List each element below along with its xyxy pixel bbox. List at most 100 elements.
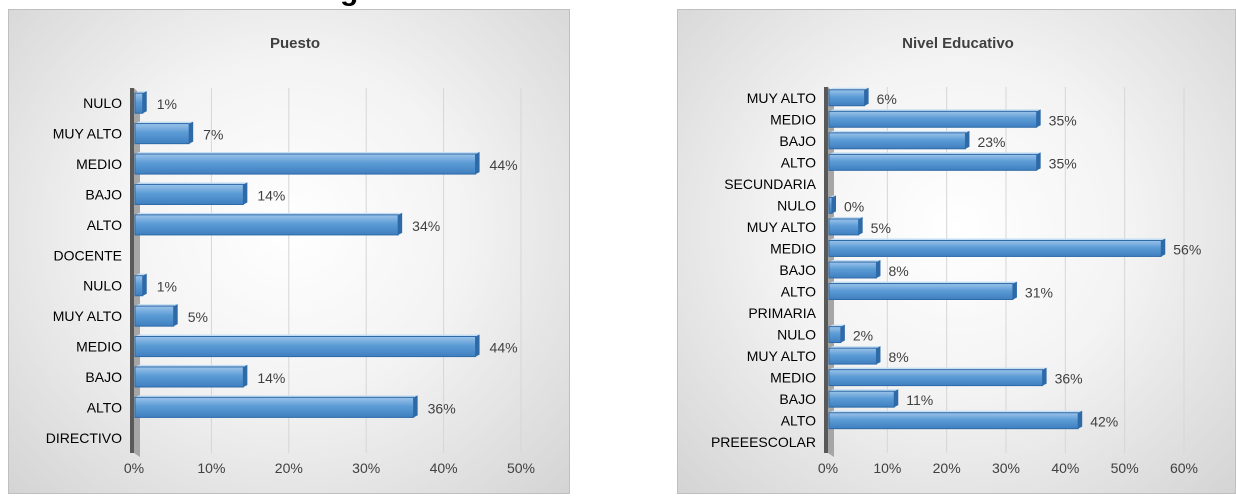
bar-medio — [828, 110, 1038, 128]
x-tick-label: 40% — [430, 460, 458, 476]
data-label: 1% — [157, 96, 177, 112]
x-tick-label: 20% — [933, 460, 961, 476]
bar-bajo — [828, 132, 966, 150]
bar-side-face — [876, 260, 881, 278]
x-tick-label: 0% — [818, 460, 838, 476]
bar-top-face — [135, 152, 480, 155]
bar-side-face — [189, 121, 194, 144]
bar-side-face — [1036, 109, 1041, 128]
category-label-muy-alto: MUY ALTO — [53, 308, 122, 324]
x-tick-label: 10% — [197, 460, 225, 476]
axis-wall — [130, 88, 134, 453]
data-label: 0% — [844, 198, 864, 214]
category-label-secundaria: SECUNDARIA — [724, 176, 816, 192]
bar-top-face — [135, 182, 248, 185]
category-label-bajo: BAJO — [779, 133, 816, 149]
bar-top-face — [135, 304, 178, 307]
category-label-nulo: NULO — [777, 327, 816, 343]
puesto-chart-panel: Puesto 0% 10% 20% 30% 40% 50% DIRECTIVO ALTO 36% B… — [8, 9, 570, 494]
data-label: 34% — [412, 218, 440, 234]
category-label-alto: ALTO — [87, 399, 122, 415]
category-label-bajo: BAJO — [779, 262, 816, 278]
axis-wall-side — [134, 88, 140, 457]
bar-side-face — [243, 364, 248, 387]
bar-muy-alto — [134, 123, 190, 145]
nivel-educativo-chart: Nivel Educativo 0% 10% 20% 30% 40% 50% 60% PREEE… — [711, 35, 1201, 476]
bar-side-face — [876, 346, 881, 365]
data-label: 1% — [157, 279, 177, 295]
category-label-preeescolar: PREEESCOLAR — [711, 434, 816, 450]
x-tick-label: 60% — [1170, 460, 1198, 476]
data-label: 36% — [428, 400, 456, 416]
data-label: 14% — [257, 370, 285, 386]
x-tick-label: 0% — [124, 460, 144, 476]
category-label-muy-alto: MUY ALTO — [53, 126, 122, 142]
category-label-muy-alto: MUY ALTO — [747, 348, 816, 364]
data-label: 5% — [871, 220, 891, 236]
bar-medio — [134, 153, 477, 175]
chart-title: Nivel Educativo — [902, 35, 1014, 52]
category-label-primaria: PRIMARIA — [748, 305, 816, 321]
category-label-medio: MEDIO — [76, 339, 122, 355]
bar-side-face — [1036, 152, 1041, 171]
bar-medio — [828, 369, 1044, 387]
category-label-medio: MEDIO — [770, 240, 816, 256]
bar-alto — [828, 412, 1079, 430]
category-label-bajo: BAJO — [85, 369, 122, 385]
x-tick-label: 30% — [352, 460, 380, 476]
bar-side-face — [413, 395, 418, 418]
bar-muy-alto — [828, 218, 860, 236]
data-label: 6% — [877, 91, 897, 107]
category-label-nulo: NULO — [83, 278, 122, 294]
bar-top-face — [135, 273, 147, 276]
x-tick-label: 20% — [275, 460, 303, 476]
bar-top-face — [135, 395, 418, 398]
data-label: 35% — [1049, 155, 1077, 171]
data-label: 2% — [853, 328, 873, 344]
data-label: 11% — [906, 392, 933, 408]
bar-medio — [134, 336, 477, 358]
bar-muy-alto — [828, 89, 866, 107]
category-label-alto: ALTO — [87, 217, 122, 233]
category-label-alto: ALTO — [781, 154, 816, 170]
bar-side-face — [965, 130, 970, 149]
data-label: 56% — [1173, 241, 1201, 257]
category-label-docente: DOCENTE — [54, 247, 122, 263]
bar-side-face — [398, 212, 403, 235]
data-label: 42% — [1090, 414, 1118, 430]
data-label: 14% — [257, 187, 285, 203]
bar-alto — [828, 283, 1014, 300]
bar-bajo — [134, 183, 244, 205]
cropped-header-fragment: g — [340, 0, 358, 8]
category-label-directivo: DIRECTIVO — [46, 430, 122, 446]
x-tick-label: 40% — [1051, 460, 1079, 476]
puesto-chart: Puesto 0% 10% 20% 30% 40% 50% DIRECTIVO ALTO 36% B… — [46, 35, 535, 476]
category-label-medio: MEDIO — [76, 156, 122, 172]
bar-nulo — [828, 196, 833, 214]
data-label: 44% — [490, 340, 518, 356]
bar-side-face — [243, 182, 248, 205]
data-label: 8% — [888, 263, 908, 279]
bar-bajo — [134, 366, 244, 388]
bar-side-face — [475, 152, 480, 175]
data-label: 44% — [490, 157, 518, 173]
data-label: 8% — [888, 349, 908, 365]
bar-side-face — [173, 304, 178, 327]
x-tick-label: 30% — [992, 460, 1020, 476]
bar-side-face — [1042, 367, 1047, 386]
category-label-muy-alto: MUY ALTO — [747, 90, 816, 106]
bar-bajo — [828, 390, 895, 408]
bar-bajo — [828, 261, 877, 279]
data-label: 35% — [1049, 112, 1077, 128]
data-label: 5% — [188, 309, 208, 325]
category-label-medio: MEDIO — [770, 111, 816, 127]
bar-nulo — [134, 275, 144, 297]
bar-side-face — [858, 216, 863, 235]
bar-side-face — [142, 91, 147, 114]
x-tick-label: 10% — [873, 460, 901, 476]
chart-title: Puesto — [270, 35, 320, 52]
data-label: 31% — [1025, 285, 1053, 301]
bar-side-face — [840, 324, 845, 343]
bar-medio — [828, 240, 1162, 257]
data-label: 23% — [977, 134, 1005, 150]
